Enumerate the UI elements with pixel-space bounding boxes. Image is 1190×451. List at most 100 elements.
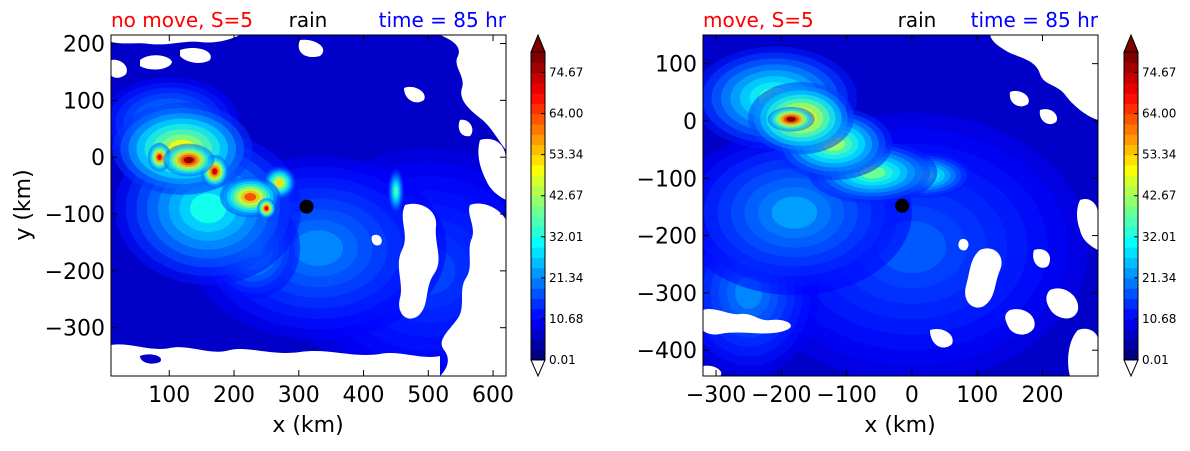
colorbar-level [531, 62, 545, 74]
y-tick-label: −200 [45, 260, 105, 285]
x-tick-label: −300 [686, 383, 746, 408]
colorbar-level [531, 206, 545, 217]
colorbar-tick-label: 32.01 [1142, 230, 1176, 244]
panel-title-time: time = 85 hr [971, 8, 1099, 32]
colorbar: 0.01 10.68 21.34 32.01 42.67 53.34 64.00 74.67 [530, 33, 583, 378]
rain-contour-core [190, 193, 227, 224]
no-rain-region [930, 328, 953, 348]
colorbar-level [531, 308, 545, 320]
y-axis: −400 −300 −200 −100 0 100 [637, 53, 1098, 364]
colorbar-level [531, 288, 545, 299]
colorbar-level [1124, 154, 1138, 166]
y-tick-label: −100 [637, 167, 697, 192]
colorbar-tick-label: 10.68 [549, 312, 583, 326]
no-rain-region [180, 48, 211, 63]
no-rain-region [1033, 249, 1051, 268]
x-tick-label: 200 [213, 383, 255, 408]
y-tick-label: −300 [637, 282, 697, 307]
y-tick-label: −100 [45, 203, 105, 228]
colorbar-level [531, 318, 545, 330]
y-tick-label: −200 [637, 225, 697, 250]
storm-center-marker [895, 198, 910, 213]
no-rain-region [111, 59, 127, 78]
no-rain-region [371, 234, 382, 246]
colorbar-tick-label: 21.34 [549, 271, 583, 285]
panel-title-case: no move, S=5 [111, 8, 253, 32]
colorbar-level [531, 103, 545, 115]
rain-contour-core [264, 206, 269, 211]
colorbar-level [531, 277, 545, 289]
colorbar-level [1124, 164, 1138, 176]
x-axis-label: x (km) [272, 413, 343, 438]
colorbar-level [1124, 247, 1138, 258]
colorbar-level [1124, 82, 1138, 94]
colorbar-level [531, 329, 545, 341]
colorbar-tick-label: 64.00 [549, 107, 583, 121]
no-rain-region [965, 248, 1002, 308]
colorbar-level [1124, 349, 1138, 361]
no-rain-region [1009, 90, 1029, 107]
no-rain-region [140, 55, 172, 70]
colorbar-tick-label: 53.34 [549, 148, 583, 162]
contour-field [111, 35, 506, 376]
no-rain-region [404, 86, 425, 103]
x-tick-label: −100 [816, 383, 876, 408]
rain-contour-core [157, 154, 162, 160]
panel-no-move: no move, S=5 rain time = 85 hr [11, 8, 583, 438]
colorbar-level [1124, 267, 1138, 279]
colorbar-tick-label: 42.67 [1142, 189, 1176, 203]
no-rain-region [111, 35, 240, 45]
colorbar-level [1124, 216, 1138, 228]
colorbar-tick-label: 0.01 [549, 353, 576, 367]
y-tick-label: −400 [637, 339, 697, 364]
x-axis-label: x (km) [864, 413, 935, 438]
colorbar-level [531, 113, 545, 125]
colorbar-level [1124, 103, 1138, 115]
no-rain-region [703, 309, 791, 335]
colorbar-level [1124, 298, 1138, 310]
colorbar-level [531, 257, 545, 269]
colorbar-level [531, 52, 545, 63]
x-tick-label: 0 [905, 383, 919, 408]
contour-field [703, 35, 1098, 376]
y-tick-label: 200 [63, 33, 105, 58]
colorbar-level [1124, 134, 1138, 145]
no-rain-regions [111, 35, 506, 376]
y-tick-label: 100 [63, 89, 105, 114]
colorbar-level [1124, 52, 1138, 63]
panel-move: move, S=5 rain time = 85 hr [637, 8, 1177, 438]
colorbar-level [531, 236, 545, 248]
no-rain-region [298, 39, 324, 58]
rain-contour-core [211, 168, 218, 175]
no-rain-region [398, 203, 439, 319]
colorbar-level [1124, 72, 1138, 84]
no-rain-region [703, 365, 722, 376]
rain-contour-core [183, 156, 194, 164]
colorbar-level [1124, 257, 1138, 269]
colorbar-level [1124, 288, 1138, 299]
colorbar-level [531, 195, 545, 207]
colorbar-level [1124, 93, 1138, 104]
colorbar-level [1124, 113, 1138, 125]
no-rain-region [440, 35, 506, 150]
y-tick-label: 100 [655, 53, 697, 78]
plot-frame [702, 34, 1099, 377]
y-tick-label: 0 [683, 110, 697, 135]
no-rain-region [958, 238, 969, 251]
colorbar-level [531, 247, 545, 258]
colorbar-level [531, 339, 545, 351]
no-rain-region [990, 35, 1098, 120]
x-axis: 100 200 300 400 500 600 [148, 35, 514, 408]
panel-title-variable: rain [898, 8, 937, 32]
colorbar-level [531, 216, 545, 228]
colorbar-level [1124, 144, 1138, 156]
colorbar-level [1124, 277, 1138, 289]
colorbar-level [531, 226, 545, 238]
colorbar-level [531, 154, 545, 166]
storm-center-marker [299, 199, 314, 214]
colorbar-level [531, 144, 545, 156]
colorbar-extend-max [530, 33, 546, 53]
colorbar-level [531, 349, 545, 361]
colorbar-level [531, 164, 545, 176]
no-rain-regions [703, 35, 1098, 376]
